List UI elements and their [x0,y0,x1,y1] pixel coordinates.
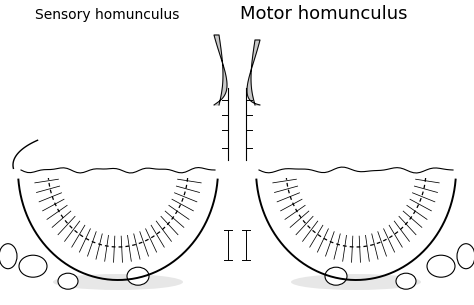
Ellipse shape [58,273,78,289]
Polygon shape [165,190,201,220]
Polygon shape [380,218,410,257]
Polygon shape [360,228,380,267]
Polygon shape [132,224,158,264]
Polygon shape [397,200,432,235]
Polygon shape [34,188,70,217]
Polygon shape [278,199,314,232]
Polygon shape [30,176,66,200]
Ellipse shape [0,244,17,269]
Polygon shape [408,178,443,203]
Polygon shape [50,208,83,245]
Polygon shape [288,208,321,245]
Polygon shape [370,224,396,264]
Ellipse shape [325,267,347,285]
Ellipse shape [291,274,421,290]
Ellipse shape [19,255,47,277]
Polygon shape [107,230,126,267]
Polygon shape [389,210,422,247]
Ellipse shape [53,274,183,290]
Polygon shape [122,228,142,267]
Polygon shape [170,178,205,203]
Polygon shape [62,216,92,256]
Ellipse shape [127,267,149,285]
Ellipse shape [396,273,416,289]
Polygon shape [345,230,364,267]
Polygon shape [214,35,227,105]
Polygon shape [142,218,172,257]
Polygon shape [247,40,260,105]
Polygon shape [91,228,112,266]
Polygon shape [268,176,304,200]
Text: Motor homunculus: Motor homunculus [240,5,408,23]
Polygon shape [151,210,184,247]
Polygon shape [159,200,194,235]
Ellipse shape [427,255,455,277]
Polygon shape [40,199,76,232]
Polygon shape [313,223,340,263]
Ellipse shape [457,244,474,269]
Polygon shape [403,190,439,220]
Polygon shape [300,216,330,256]
Text: Sensory homunculus: Sensory homunculus [35,8,179,22]
Polygon shape [329,228,350,266]
Polygon shape [75,223,102,263]
Polygon shape [272,188,308,217]
